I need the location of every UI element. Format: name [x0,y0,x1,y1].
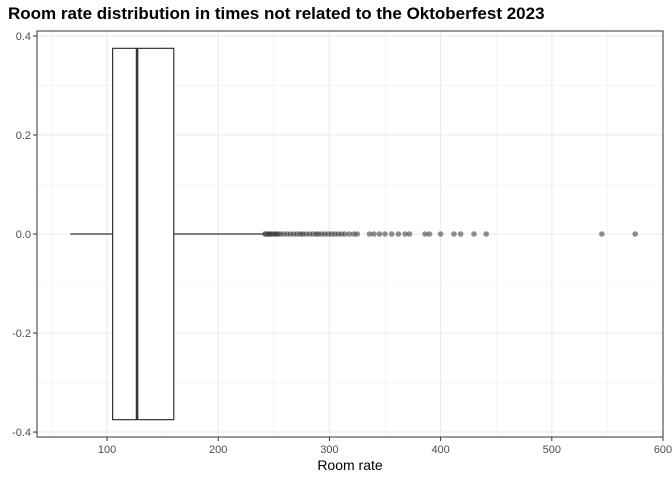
outlier-point [395,231,402,237]
outlier-point [342,231,348,237]
outlier-point [422,231,428,237]
outlier-point [366,231,373,237]
outlier-point [426,231,433,237]
x-tick-label: 400 [431,444,449,456]
chart-title: Room rate distribution in times not rela… [8,4,545,23]
interquartile-box [112,47,175,421]
x-tick-label: 100 [98,444,116,456]
axes: 100 200 300 400 500 600 -0.4 -0.2 0.0 0.2 0.4 [12,31,672,456]
y-tick-label: 0.2 [16,130,31,142]
outlier-point [402,231,408,237]
x-tick-label: 200 [209,444,227,456]
outlier-point [406,231,413,237]
y-tick-label: 0.0 [16,229,31,241]
outlier-point [388,231,395,237]
outlier-points [262,231,639,237]
outlier-point [437,231,444,237]
outlier-point [382,231,388,237]
outlier-point [457,231,464,237]
y-tick-label: -0.4 [12,427,31,439]
box-plot [70,47,264,421]
outlier-point [371,231,377,237]
x-axis-title: Room rate [317,457,383,473]
x-tick-label: 600 [654,444,672,456]
outlier-point [632,231,639,237]
outlier-point [483,231,490,237]
y-tick-label: 0.4 [16,31,31,43]
outlier-point [599,231,605,237]
y-tick-label: -0.2 [12,328,31,340]
outlier-point [354,231,361,237]
outlier-point [451,231,457,237]
outlier-point [376,231,383,237]
outlier-point [346,231,353,237]
x-tick-label: 500 [543,444,561,456]
x-tick-label: 300 [320,444,338,456]
outlier-point [471,231,477,237]
